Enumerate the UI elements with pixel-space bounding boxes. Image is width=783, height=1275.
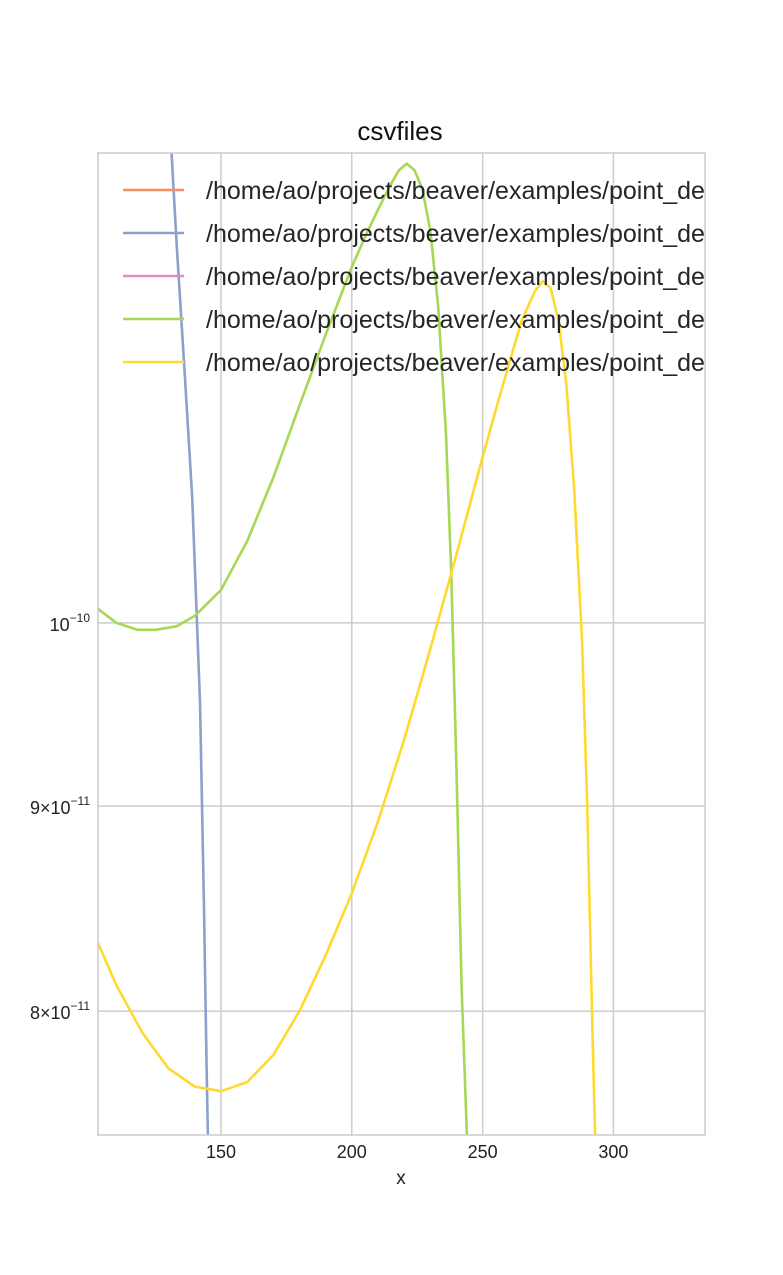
y-axis-ticks: 10−109×10−118×10−11 [30,611,90,1023]
y-tick-base: 10 [51,1003,71,1023]
y-tick-exponent: −11 [71,999,91,1013]
plot-frame [97,152,706,1136]
legend-label-4: /home/ao/projects/beaver/examples/point_… [206,306,705,334]
legend-label-5: /home/ao/projects/beaver/examples/point_… [206,349,705,377]
series-line-5 [98,279,597,1135]
y-tick-label: 9×10−11 [30,794,90,818]
series-lines [98,153,597,1135]
legend-label-3: /home/ao/projects/beaver/examples/point_… [206,263,705,291]
x-tick-label: 300 [598,1142,628,1162]
series-line-2 [170,153,210,1135]
y-tick-times: × [40,1003,51,1023]
legend: /home/ao/projects/beaver/examples/point_… [123,177,705,377]
x-tick-label: 150 [206,1142,236,1162]
chart-title: csvfiles [357,116,442,146]
y-tick-base: 10 [51,798,71,818]
x-axis-label: x [396,1168,406,1189]
y-tick-times: × [40,798,51,818]
y-tick-exponent: −10 [70,611,91,625]
y-tick-base: 10 [50,615,70,635]
x-tick-label: 200 [337,1142,367,1162]
y-tick-mantissa: 9 [30,798,40,818]
y-tick-mantissa: 8 [30,1003,40,1023]
legend-label-2: /home/ao/projects/beaver/examples/point_… [206,220,705,248]
y-tick-label: 8×10−11 [30,999,90,1023]
grid [98,153,705,1135]
x-tick-label: 250 [468,1142,498,1162]
y-tick-label: 10−10 [50,611,91,635]
y-tick-exponent: −11 [71,794,91,808]
x-axis-ticks: 150 200 250 300 [206,1142,629,1162]
series-line-4 [98,162,469,1135]
legend-label-1: /home/ao/projects/beaver/examples/point_… [206,177,705,205]
